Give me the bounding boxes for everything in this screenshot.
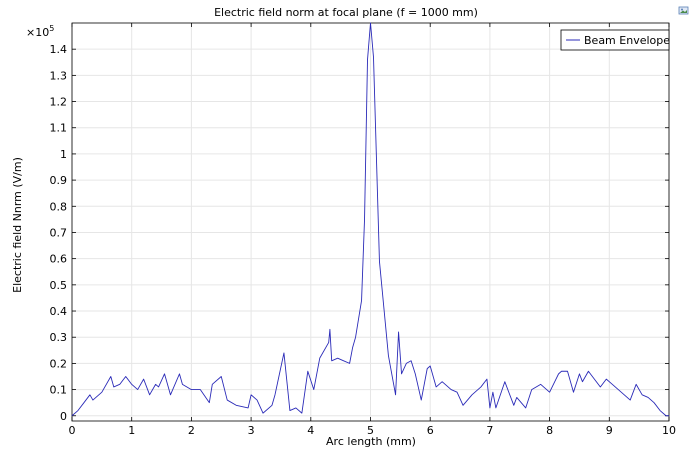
legend: Beam Envelope <box>560 29 670 51</box>
x-tick-label: 0 <box>69 424 76 437</box>
x-tick-label: 7 <box>486 424 493 437</box>
y-tick-label: 0.8 <box>50 200 68 213</box>
y-tick-label: 1.2 <box>50 96 68 109</box>
y-tick-label: 0.6 <box>50 253 68 266</box>
image-export-icon[interactable] <box>678 6 689 15</box>
x-tick-label: 5 <box>367 424 374 437</box>
y-tick-label: 0.4 <box>50 305 68 318</box>
y-tick-label: 0 <box>60 410 67 423</box>
x-tick-label: 1 <box>128 424 135 437</box>
y-tick-label: 0.5 <box>50 279 68 292</box>
y-tick-label: 1.1 <box>50 122 68 135</box>
plot-area: 0 1 2 3 4 5 6 7 8 9 10 0 0.1 0.2 0.3 0.4 0.5 0.6 0.7 0.8 0.9… <box>50 22 676 437</box>
y-tick-label: 1.3 <box>50 69 68 82</box>
x-tick-label: 3 <box>248 424 255 437</box>
x-tick-label: 6 <box>427 424 434 437</box>
y-axis-title: Electric field Nnrm (V/m) <box>11 157 24 293</box>
x-tick-label: 2 <box>188 424 195 437</box>
y-tick-label: 0.7 <box>50 226 68 239</box>
y-multiplier-label: ×105 <box>26 24 54 39</box>
legend-label: Beam Envelope <box>584 34 670 47</box>
y-tick-label: 0.3 <box>50 331 68 344</box>
y-tick-label: 1.4 <box>50 43 68 56</box>
x-tick-label: 8 <box>546 424 553 437</box>
x-tick-label: 4 <box>307 424 314 437</box>
y-tick-label: 0.2 <box>50 357 68 370</box>
legend-box <box>560 29 670 51</box>
y-tick-label: 0.1 <box>50 384 68 397</box>
x-axis-title: Arc length (mm) <box>326 435 416 448</box>
y-tick-label: 0.9 <box>50 174 68 187</box>
chart-title: Electric field norm at focal plane (f = … <box>214 6 478 19</box>
series-line-beam-envelope <box>71 22 669 417</box>
x-tick-label: 10 <box>662 424 676 437</box>
x-tick-label: 9 <box>606 424 613 437</box>
y-tick-label: 1 <box>60 148 67 161</box>
